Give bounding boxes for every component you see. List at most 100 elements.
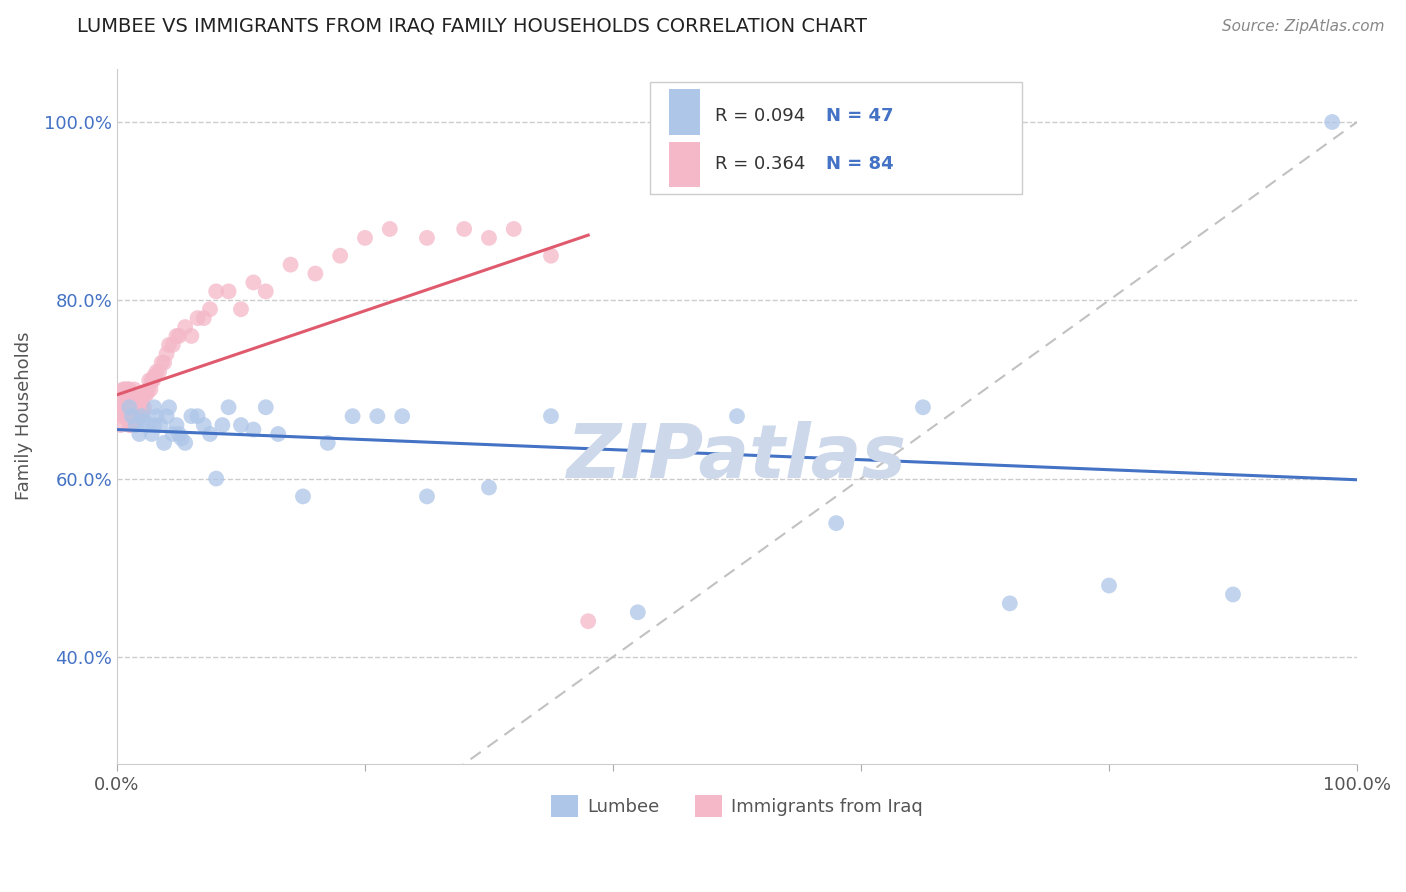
Point (453, 222, 475, 236)
Point (112, 401, 135, 415)
Point (118, 418, 141, 433)
Point (115, 392, 138, 406)
Point (132, 405, 155, 419)
Point (1098, 578, 1121, 592)
Point (124, 414, 146, 428)
Point (329, 249, 352, 263)
Point (150, 356, 173, 370)
Point (143, 401, 166, 415)
Point (121, 401, 143, 415)
Point (124, 405, 146, 419)
Point (124, 418, 146, 433)
Point (416, 231, 439, 245)
Point (131, 409, 153, 424)
Point (198, 302, 221, 317)
Point (131, 396, 153, 410)
Point (155, 347, 177, 361)
Point (218, 401, 240, 415)
Point (134, 414, 156, 428)
Point (110, 418, 132, 433)
Point (540, 249, 562, 263)
Point (134, 387, 156, 401)
Point (354, 231, 377, 245)
Point (1222, 587, 1244, 601)
Text: R = 0.364: R = 0.364 (714, 155, 806, 173)
Point (127, 396, 149, 410)
Point (157, 338, 180, 352)
Point (280, 258, 302, 272)
Point (117, 401, 139, 415)
Point (157, 401, 180, 415)
Point (124, 392, 146, 406)
FancyBboxPatch shape (669, 142, 700, 186)
Text: LUMBEE VS IMMIGRANTS FROM IRAQ FAMILY HOUSEHOLDS CORRELATION CHART: LUMBEE VS IMMIGRANTS FROM IRAQ FAMILY HO… (77, 16, 868, 35)
Point (142, 374, 165, 388)
Point (391, 409, 413, 424)
Point (118, 383, 141, 397)
Point (135, 387, 157, 401)
Point (115, 401, 138, 415)
Point (141, 427, 163, 442)
Point (125, 396, 148, 410)
Point (136, 383, 159, 397)
FancyBboxPatch shape (669, 89, 700, 135)
Point (254, 285, 277, 299)
Point (627, 605, 650, 619)
Point (153, 436, 176, 450)
FancyBboxPatch shape (650, 82, 1022, 194)
Point (148, 365, 170, 379)
Point (118, 401, 141, 415)
Point (117, 409, 139, 424)
Point (478, 231, 501, 245)
Text: N = 84: N = 84 (827, 155, 894, 173)
Point (478, 481, 501, 495)
Point (229, 418, 252, 433)
Point (112, 392, 135, 406)
Point (242, 423, 264, 437)
Point (134, 401, 156, 415)
Point (187, 311, 209, 326)
Point (120, 409, 142, 424)
Point (576, 614, 599, 628)
Point (825, 516, 848, 530)
Point (540, 409, 562, 424)
Point (174, 320, 197, 334)
Point (112, 383, 135, 397)
Point (166, 329, 188, 343)
Point (218, 285, 240, 299)
Point (128, 396, 150, 410)
Point (180, 409, 202, 424)
Point (304, 267, 326, 281)
Point (166, 418, 188, 433)
Text: R = 0.094: R = 0.094 (714, 107, 804, 125)
Point (131, 409, 153, 424)
Point (114, 392, 136, 406)
Point (162, 338, 184, 352)
Point (205, 285, 228, 299)
Point (143, 369, 166, 384)
Point (1322, 115, 1344, 129)
Point (124, 401, 146, 415)
Point (120, 401, 142, 415)
Point (121, 418, 143, 433)
Point (112, 401, 135, 415)
Point (118, 409, 141, 424)
Point (378, 222, 401, 236)
Point (193, 418, 215, 433)
Point (129, 401, 152, 415)
Point (128, 427, 150, 442)
Point (167, 329, 190, 343)
Point (316, 436, 339, 450)
Point (502, 222, 524, 236)
Point (114, 401, 136, 415)
Point (416, 490, 439, 504)
Point (120, 387, 142, 401)
Point (291, 490, 314, 504)
Point (145, 365, 167, 379)
Point (121, 409, 143, 424)
Point (205, 472, 228, 486)
Point (111, 409, 134, 424)
Point (138, 374, 160, 388)
Point (112, 383, 135, 397)
Point (128, 409, 150, 424)
